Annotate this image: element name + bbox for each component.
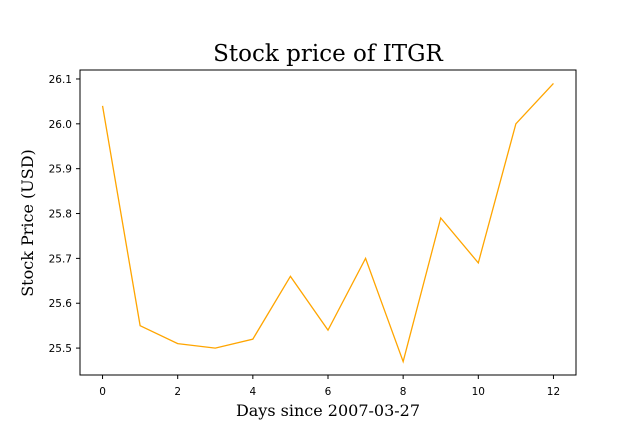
- x-tick-label: 12: [547, 386, 560, 398]
- x-tick-label: 4: [250, 386, 257, 398]
- y-tick-label: 25.5: [49, 343, 72, 355]
- y-tick-label: 25.6: [49, 298, 73, 310]
- x-tick-label: 6: [325, 386, 332, 398]
- y-tick-label: 25.8: [49, 209, 72, 221]
- x-axis: 0 2 4 6 8 10 12: [99, 375, 560, 398]
- y-axis-label: Stock Price (USD): [18, 149, 37, 297]
- y-tick-label: 26.0: [49, 119, 72, 131]
- x-tick-label: 0: [99, 386, 106, 398]
- y-tick-label: 25.9: [49, 164, 72, 176]
- y-tick-label: 26.1: [49, 74, 72, 86]
- y-axis: 25.5 25.6 25.7 25.8 25.9 26.0 26.1: [49, 74, 80, 355]
- x-tick-label: 10: [472, 386, 485, 398]
- x-axis-label: Days since 2007-03-27: [236, 401, 420, 420]
- x-tick-label: 8: [400, 386, 407, 398]
- series-line-0: [101, 83, 554, 364]
- plot-area: [101, 83, 554, 364]
- x-tick-label: 2: [174, 386, 181, 398]
- chart-title: Stock price of ITGR: [213, 41, 443, 67]
- y-tick-label: 25.7: [49, 253, 72, 265]
